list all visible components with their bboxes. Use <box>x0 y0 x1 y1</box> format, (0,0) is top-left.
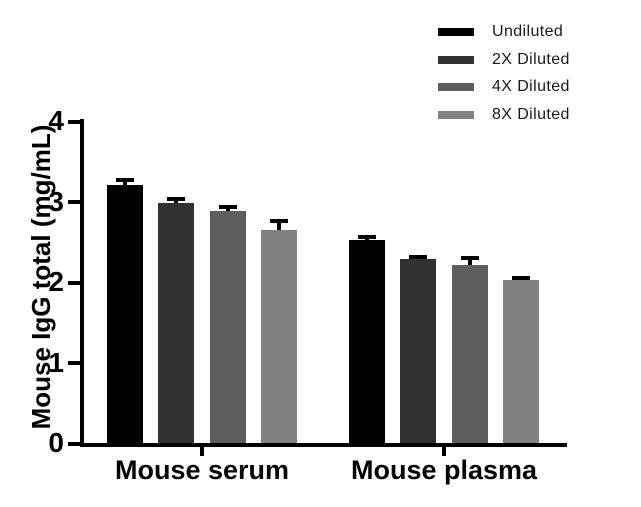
bar-mouse-plasma-4x-diluted <box>451 265 488 443</box>
x-axis-line <box>80 443 567 447</box>
error-bar-cap <box>167 197 186 202</box>
y-tick-mark <box>68 280 80 285</box>
y-tick-mark <box>68 200 80 204</box>
y-axis-line <box>80 119 84 447</box>
legend-label: Undiluted <box>492 23 564 40</box>
bar-mouse-plasma-2x-diluted <box>400 259 437 443</box>
error-bar-cap <box>460 256 479 261</box>
x-category-label: Mouse serum <box>114 455 290 485</box>
legend-swatch <box>438 55 474 64</box>
y-tick-mark <box>68 361 80 365</box>
bar-mouse-plasma-8x-diluted <box>503 279 540 443</box>
bar-mouse-serum-8x-diluted <box>261 229 298 443</box>
legend-swatch <box>438 28 474 36</box>
error-bar-cap <box>218 204 237 209</box>
x-category-label: Mouse plasma <box>350 455 538 485</box>
bar-mouse-serum-2x-diluted <box>158 203 195 443</box>
y-tick-mark <box>68 119 80 124</box>
legend-label: 4X Diluted <box>492 78 570 96</box>
legend-swatch <box>438 83 474 92</box>
error-bar-stem <box>277 219 282 230</box>
y-tick-label: 0 <box>48 427 64 458</box>
y-tick-label: 4 <box>48 105 64 136</box>
bar-mouse-plasma-undiluted <box>348 240 385 443</box>
error-bar-cap <box>357 235 376 240</box>
legend-label: 8X Diluted <box>492 105 570 123</box>
y-tick-label: 3 <box>48 185 64 217</box>
error-bar-cap <box>115 178 134 183</box>
error-bar-cap <box>409 254 428 259</box>
error-bar-stem <box>467 256 472 266</box>
legend-item: 8X Diluted <box>438 105 570 125</box>
legend-item: Undiluted <box>438 22 563 42</box>
bar-mouse-serum-4x-diluted <box>209 211 246 443</box>
legend-item: 2X Diluted <box>438 50 570 70</box>
error-bar-cap <box>512 275 531 280</box>
legend-swatch <box>438 110 474 119</box>
x-tick-mark <box>442 447 446 456</box>
y-tick-label: 1 <box>48 346 64 378</box>
y-tick-mark <box>68 441 80 446</box>
y-tick-label: 2 <box>48 266 64 297</box>
legend-label: 2X Diluted <box>492 50 570 68</box>
x-tick-mark <box>200 447 204 456</box>
legend-item: 4X Diluted <box>438 77 570 97</box>
error-bar-cap <box>270 219 289 224</box>
bar-mouse-serum-undiluted <box>106 184 143 443</box>
